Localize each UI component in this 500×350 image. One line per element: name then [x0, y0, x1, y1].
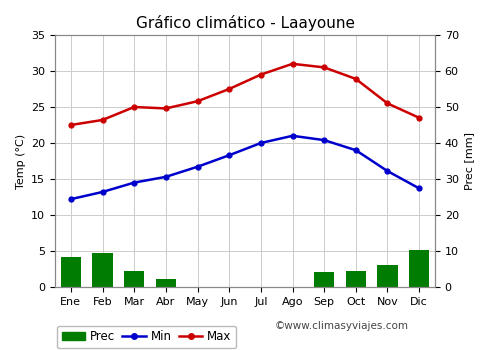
Bar	[156, 279, 176, 287]
Bar	[409, 250, 430, 287]
Text: ©www.climasyviajes.com: ©www.climasyviajes.com	[275, 321, 409, 331]
Bar	[346, 271, 366, 287]
Bar	[314, 272, 334, 287]
Y-axis label: Temp (°C): Temp (°C)	[16, 133, 26, 189]
Title: Gráfico climático - Laayoune: Gráfico climático - Laayoune	[136, 15, 354, 31]
Bar	[377, 265, 398, 287]
Y-axis label: Prec [mm]: Prec [mm]	[464, 132, 474, 190]
Bar	[124, 271, 144, 287]
Bar	[60, 258, 81, 287]
Bar	[92, 253, 113, 287]
Legend: Prec, Min, Max: Prec, Min, Max	[57, 326, 236, 348]
